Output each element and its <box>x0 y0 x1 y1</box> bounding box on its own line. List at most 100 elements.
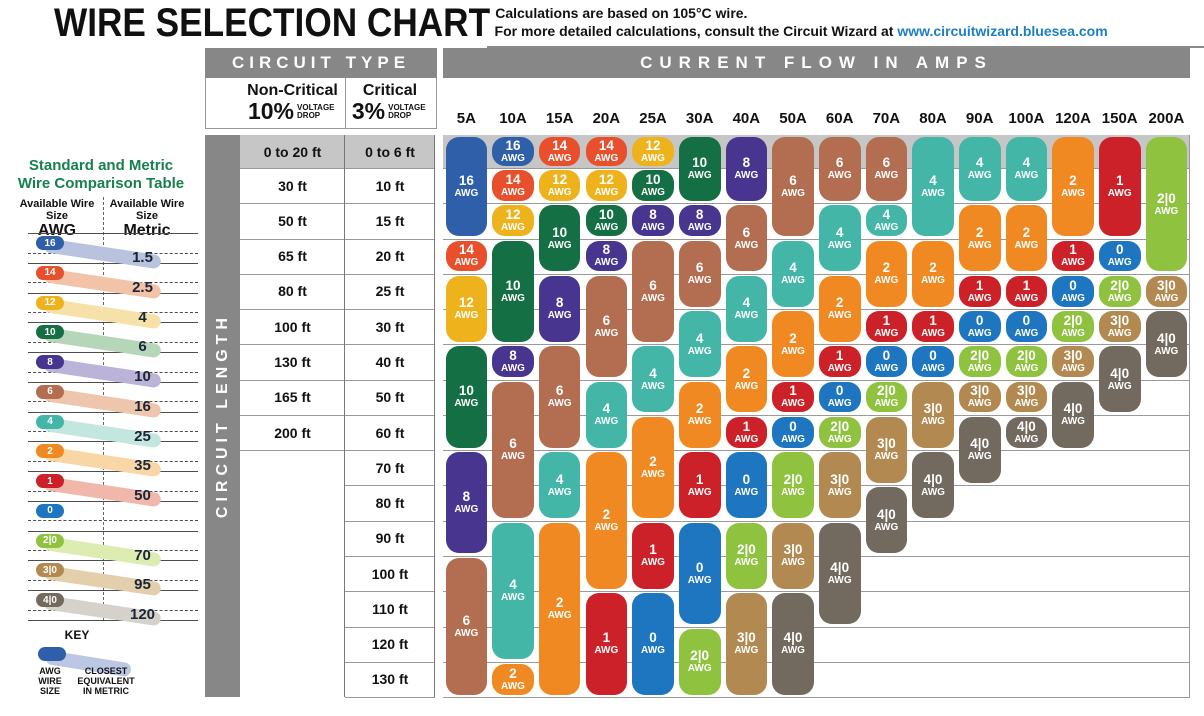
wire-pill-unit: AWG <box>827 170 852 182</box>
gridline <box>443 697 1190 699</box>
wire-pill: 1 AWG <box>1052 240 1094 272</box>
wire-pill-unit: AWG <box>1014 363 1039 375</box>
wire-pill-gauge: 8 <box>555 295 564 311</box>
amp-column-header: 90A <box>965 109 994 127</box>
non-critical-voltage-drop: VOLTAGE DROP <box>297 102 335 120</box>
wire-pill-unit: AWG <box>967 239 992 251</box>
wire-pill: 4 AWG <box>772 240 814 307</box>
wire-pill-unit: AWG <box>921 275 945 287</box>
wire-pill-unit: AWG <box>547 152 572 164</box>
wire-pill-gauge: 2 <box>555 595 564 611</box>
amp-column-header: 15A <box>545 109 574 127</box>
wire-pill-unit: AWG <box>1154 345 1179 357</box>
wire-pill-unit: AWG <box>687 416 712 428</box>
wire-pill: 2 AWG <box>818 275 861 342</box>
wire-pill: 8 AWG <box>725 137 768 201</box>
wire-pill-unit: AWG <box>501 451 525 463</box>
amp-column-header: 120A <box>1055 109 1091 127</box>
metric-value: 16 <box>134 397 151 415</box>
wire-pill-gauge: 2|0 <box>783 471 803 487</box>
row-label-critical: 60 ft <box>375 424 405 441</box>
wire-pill-unit: AWG <box>594 222 619 234</box>
wire-pill-gauge: 8 <box>695 207 704 223</box>
wire-pill-gauge: 3|0 <box>1110 312 1130 328</box>
wire-pill: 0 AWG <box>912 346 954 378</box>
wire-pill-unit: AWG <box>734 433 759 445</box>
comparison-row-line <box>28 262 198 264</box>
awg-pill: 10 <box>36 325 64 340</box>
wire-pill-gauge: 2 <box>789 330 797 346</box>
wire-pill-unit: AWG <box>967 451 992 463</box>
wire-pill-unit: AWG <box>967 292 992 304</box>
comparison-row-line <box>28 292 198 294</box>
wire-pill-unit: AWG <box>781 398 805 410</box>
wire-pill-gauge: 1 <box>1022 277 1031 293</box>
wire-pill-unit: AWG <box>1107 327 1132 339</box>
wire-pill: 4|0 AWG <box>772 593 814 695</box>
gridline <box>240 450 435 452</box>
wire-pill-unit: AWG <box>501 292 525 304</box>
wire-pill-unit: AWG <box>1014 239 1039 251</box>
gridline <box>443 485 1190 487</box>
wire-pill-unit: AWG <box>501 186 525 198</box>
wire-pill-gauge: 2|0 <box>876 383 896 399</box>
wire-pill-unit: AWG <box>734 239 759 251</box>
wire-pill-unit: AWG <box>827 239 852 251</box>
awg-pill: 8 <box>36 355 64 369</box>
wire-pill: 12 AWG <box>538 170 581 201</box>
wire-pill-unit: AWG <box>874 363 899 375</box>
wire-pill-gauge: 6 <box>742 224 751 240</box>
comparison-row-dashed-line <box>28 520 198 522</box>
wire-pill: 4|0 AWG <box>912 452 954 519</box>
wire-pill-gauge: 1 <box>975 277 984 293</box>
wire-pill-gauge: 4|0 <box>1110 365 1130 381</box>
bullet-icon: ▪ <box>487 7 491 17</box>
key-label-metric: CLOSEST EQUIVALENT IN METRIC <box>77 666 135 696</box>
gridline <box>345 626 435 628</box>
wire-pill-unit: AWG <box>827 363 852 375</box>
wire-pill-unit: AWG <box>734 486 759 498</box>
wire-pill-gauge: 4|0 <box>783 630 803 646</box>
wire-pill-gauge: 2|0 <box>1110 277 1130 293</box>
wire-pill-gauge: 2 <box>649 454 657 470</box>
circuit-type-box-divider <box>345 78 346 128</box>
wire-pill: 2 AWG <box>585 452 628 589</box>
wire-pill-unit: AWG <box>687 222 712 234</box>
gridline <box>443 203 1190 205</box>
wire-pill-unit: AWG <box>734 170 759 182</box>
wire-pill-unit: AWG <box>641 152 665 164</box>
comparison-row-line <box>28 619 198 621</box>
wire-pill: 3|0 AWG <box>865 416 908 483</box>
wire-pill-unit: AWG <box>547 239 572 251</box>
wire-pill-gauge: 1 <box>882 312 891 328</box>
circuit-length-bar: CIRCUIT LENGTH <box>205 135 240 697</box>
wire-pill: 0 AWG <box>678 522 721 624</box>
wire-pill-gauge: 4|0 <box>970 436 990 452</box>
wire-pill: 6 AWG <box>818 137 861 201</box>
header-divider <box>487 46 1204 48</box>
amp-column-header: 5A <box>456 109 476 127</box>
metric-value: 2.5 <box>132 278 153 296</box>
wire-pill-unit: AWG <box>454 504 479 516</box>
wire-pill-gauge: 4 <box>789 260 797 276</box>
row-label-critical: 20 ft <box>375 248 405 265</box>
wire-pill-gauge: 12 <box>505 207 521 223</box>
wire-pill-gauge: 2|0 <box>970 348 990 364</box>
gridline <box>345 520 435 522</box>
wire-pill-unit: AWG <box>594 257 619 269</box>
wire-pill-gauge: 16 <box>505 137 521 153</box>
wire-pill: 10 AWG <box>678 137 721 201</box>
wire-pill-unit: AWG <box>547 186 572 198</box>
wire-pill-gauge: 3|0 <box>923 401 943 417</box>
wire-pill: 2|0 AWG <box>865 381 908 413</box>
wire-pill: 1 AWG <box>678 452 721 519</box>
awg-pill: 1 <box>36 474 64 488</box>
wire-pill-gauge: 1 <box>742 418 751 434</box>
metric-value: 25 <box>134 427 151 445</box>
wire-pill-unit: AWG <box>687 663 712 675</box>
wire-pill-unit: AWG <box>501 222 525 234</box>
wire-pill-gauge: 0 <box>1022 312 1031 328</box>
wire-pill-gauge: 14 <box>505 171 521 187</box>
wire-pill: 2 AWG <box>1052 137 1094 237</box>
